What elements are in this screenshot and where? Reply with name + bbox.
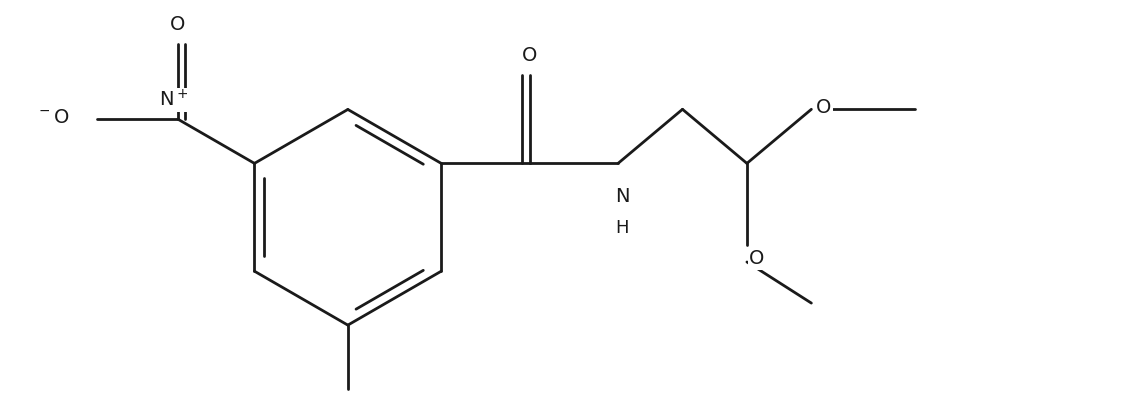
Text: O: O <box>170 15 186 34</box>
Text: N$^+$: N$^+$ <box>159 89 188 111</box>
Text: H: H <box>615 219 629 237</box>
Text: $^-$O: $^-$O <box>36 107 70 126</box>
Text: N: N <box>615 187 630 206</box>
Text: O: O <box>816 97 831 116</box>
Text: O: O <box>522 46 538 65</box>
Text: O: O <box>749 249 764 268</box>
